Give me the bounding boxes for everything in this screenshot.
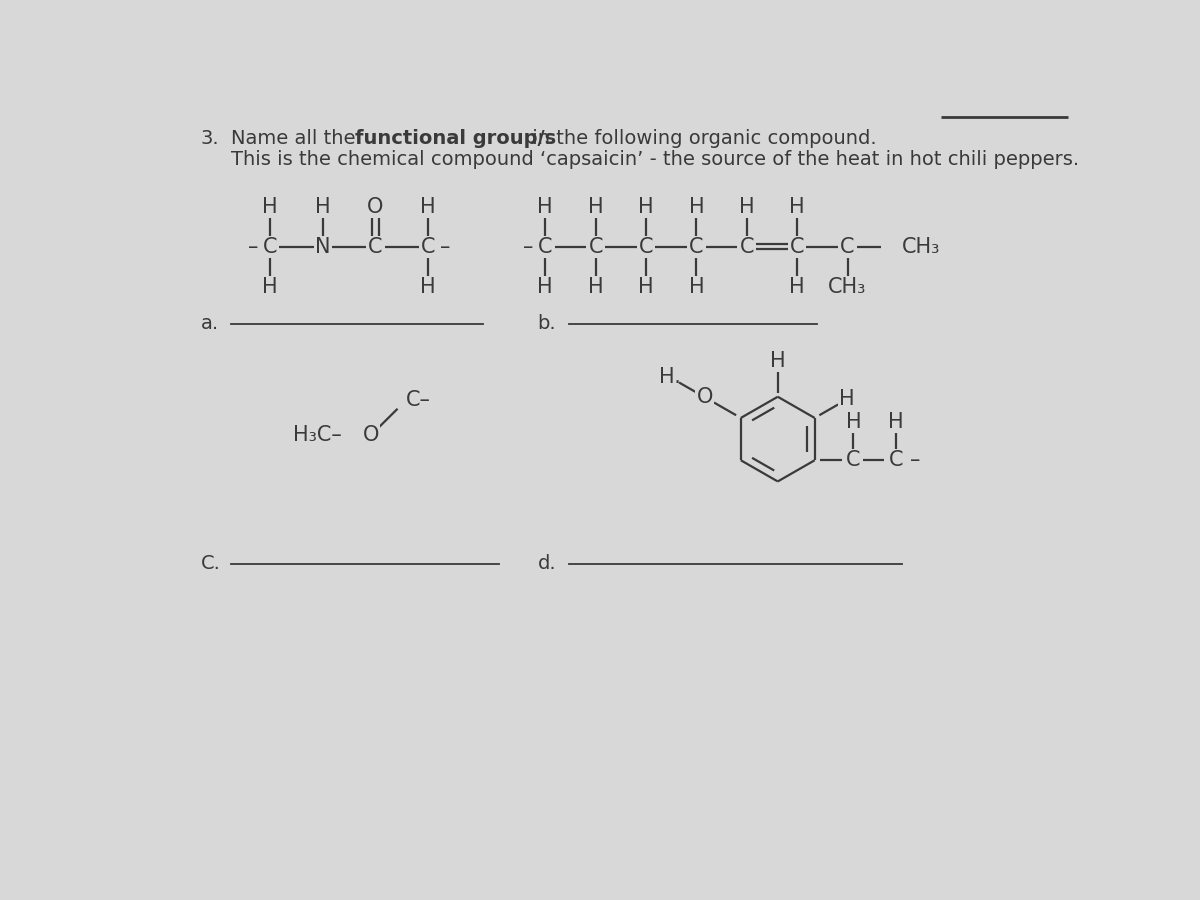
Text: H.: H. — [659, 367, 680, 387]
Text: H: H — [638, 276, 654, 297]
Text: H: H — [588, 276, 604, 297]
Text: C: C — [790, 237, 804, 256]
Text: O: O — [367, 196, 384, 217]
Text: functional group/s: functional group/s — [355, 130, 557, 148]
Text: –: – — [523, 237, 533, 256]
Text: C: C — [739, 237, 754, 256]
Text: C: C — [588, 237, 602, 256]
Text: C.: C. — [200, 554, 221, 573]
Text: –: – — [440, 237, 450, 256]
Text: H: H — [263, 276, 278, 297]
Text: H: H — [888, 412, 904, 432]
Text: H: H — [316, 196, 331, 217]
Text: in the following organic compound.: in the following organic compound. — [526, 130, 876, 148]
Text: H: H — [588, 196, 604, 217]
Text: C: C — [421, 237, 436, 256]
Text: H: H — [689, 276, 704, 297]
Text: CH₃: CH₃ — [901, 237, 940, 256]
Text: H: H — [770, 351, 786, 371]
Text: H: H — [420, 276, 436, 297]
Text: 3.: 3. — [200, 130, 220, 148]
Text: C: C — [840, 237, 854, 256]
Text: d.: d. — [538, 554, 556, 573]
Text: O: O — [696, 387, 713, 407]
Text: N: N — [316, 237, 330, 256]
Text: H: H — [846, 412, 862, 432]
Text: H: H — [689, 196, 704, 217]
Text: H: H — [739, 196, 755, 217]
Text: H: H — [839, 390, 854, 410]
Text: CH₃: CH₃ — [828, 276, 866, 297]
Text: –: – — [910, 450, 920, 471]
Text: H: H — [420, 196, 436, 217]
Text: H: H — [790, 196, 805, 217]
Text: C: C — [368, 237, 383, 256]
Text: H: H — [263, 196, 278, 217]
Text: H: H — [538, 196, 553, 217]
Text: b.: b. — [538, 314, 556, 333]
Text: C: C — [638, 237, 653, 256]
Text: O: O — [362, 426, 379, 446]
Text: H: H — [638, 196, 654, 217]
Text: This is the chemical compound ‘capsaicin’ - the source of the heat in hot chili : This is the chemical compound ‘capsaicin… — [232, 150, 1080, 169]
Text: H: H — [790, 276, 805, 297]
Text: –: – — [248, 237, 258, 256]
Text: Name all the: Name all the — [232, 130, 362, 148]
Text: C: C — [263, 237, 277, 256]
Text: C–: C– — [406, 391, 431, 410]
Text: H₃C–: H₃C– — [293, 426, 342, 446]
Text: H: H — [538, 276, 553, 297]
Text: C: C — [689, 237, 703, 256]
Text: C: C — [889, 450, 904, 471]
Text: C: C — [538, 237, 552, 256]
Text: a.: a. — [200, 314, 218, 333]
Text: C: C — [846, 450, 860, 471]
